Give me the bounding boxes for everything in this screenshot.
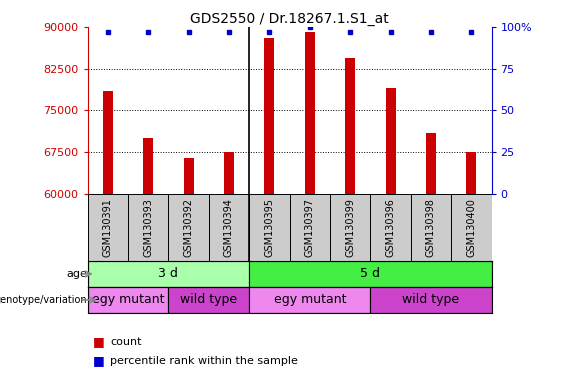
Bar [345,58,355,194]
Text: GSM130397: GSM130397 [305,198,315,257]
Bar [371,287,492,313]
Text: count: count [110,337,142,347]
Text: GSM130396: GSM130396 [385,198,396,257]
Bar [168,194,209,261]
Text: 5 d: 5 d [360,267,380,280]
Bar [411,194,451,261]
Bar [305,33,315,194]
Text: percentile rank within the sample: percentile rank within the sample [110,356,298,366]
Text: GSM130394: GSM130394 [224,198,234,257]
Bar [224,152,234,194]
Bar [264,38,275,194]
Text: egy mutant: egy mutant [273,293,346,306]
Text: ■: ■ [93,335,105,348]
Bar [466,152,476,194]
Bar [330,194,371,261]
Bar [249,194,289,261]
Text: 3 d: 3 d [158,267,179,280]
Bar [209,194,249,261]
Bar [385,88,396,194]
Text: ■: ■ [93,354,105,367]
Bar [103,91,113,194]
Text: age: age [67,269,88,279]
Text: GSM130393: GSM130393 [143,198,153,257]
Text: GSM130392: GSM130392 [184,198,194,257]
Text: GSM130399: GSM130399 [345,198,355,257]
Bar [290,194,330,261]
Text: egy mutant: egy mutant [92,293,164,306]
Bar [168,287,249,313]
Text: wild type: wild type [180,293,237,306]
Bar [88,194,128,261]
Bar [88,261,249,287]
Text: GSM130395: GSM130395 [264,198,275,257]
Bar [426,133,436,194]
Bar [249,261,492,287]
Text: GSM130398: GSM130398 [426,198,436,257]
Bar [249,287,371,313]
Bar [88,287,168,313]
Bar [128,194,168,261]
Text: GSM130400: GSM130400 [466,198,476,257]
Bar [143,138,153,194]
Bar [451,194,492,261]
Bar [371,194,411,261]
Text: genotype/variation: genotype/variation [0,295,88,305]
Title: GDS2550 / Dr.18267.1.S1_at: GDS2550 / Dr.18267.1.S1_at [190,12,389,26]
Text: wild type: wild type [402,293,459,306]
Bar [184,158,194,194]
Text: GSM130391: GSM130391 [103,198,113,257]
